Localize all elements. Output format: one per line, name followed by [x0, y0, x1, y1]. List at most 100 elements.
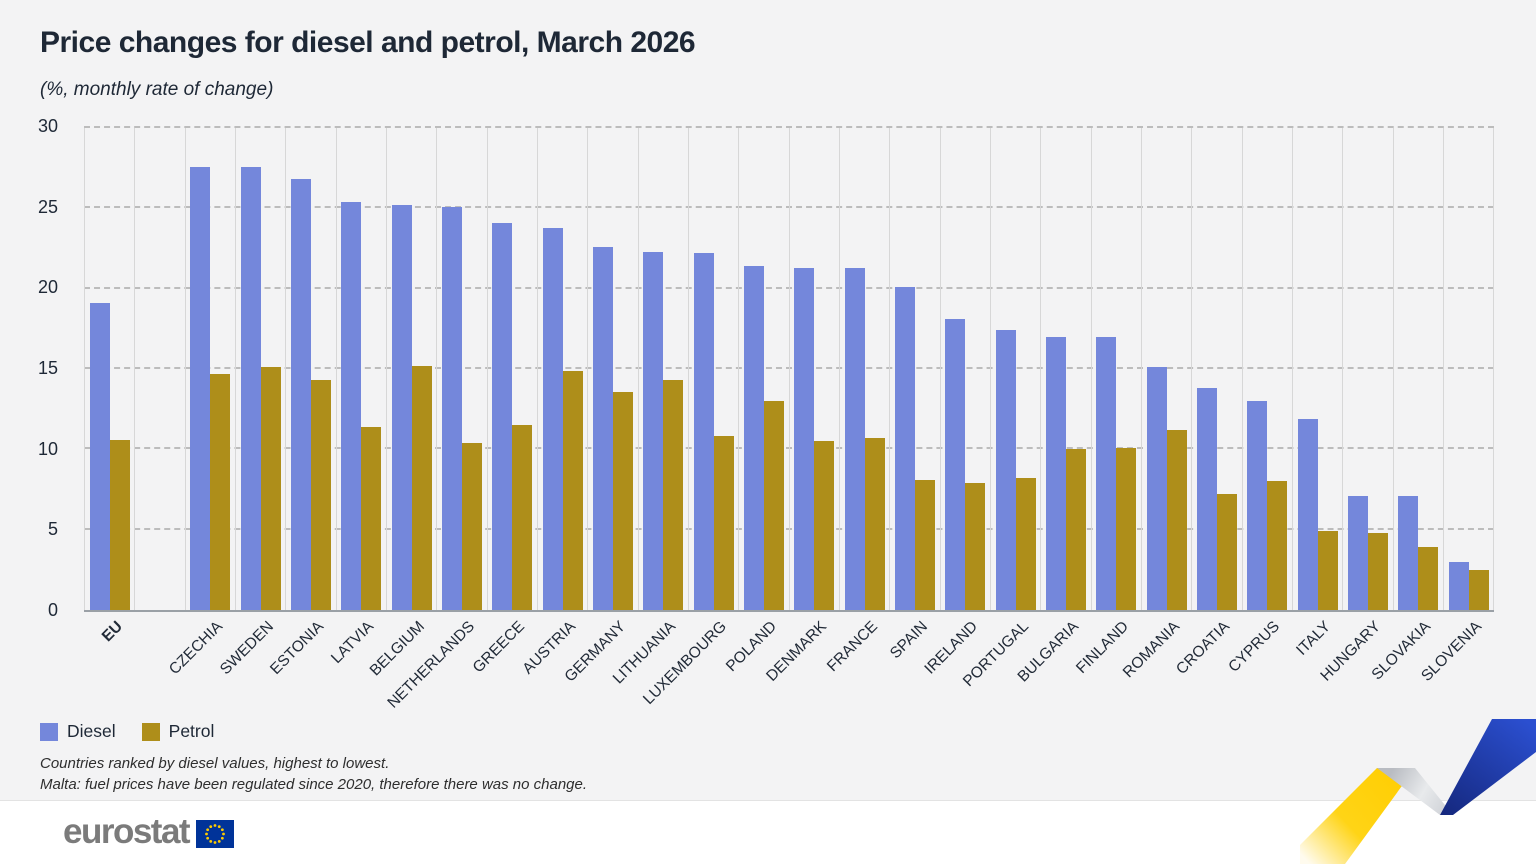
bar-columns: EU CZECHIA SWEDEN ESTONIA LATVIA BELGIUM NETHE…: [84, 128, 1494, 712]
legend-swatch-petrol: [141, 722, 160, 741]
bar-diesel-croatia: [1196, 388, 1217, 610]
legend-label-petrol: Petrol: [168, 721, 215, 741]
bar-diesel-sweden: [240, 166, 261, 610]
column-sweden: SWEDEN: [217, 128, 285, 678]
bar-petrol-ireland: [965, 483, 986, 610]
column-portugal: PORTUGAL: [959, 128, 1040, 690]
column-italy: ITALY: [1291, 128, 1342, 659]
footnotes: Countries ranked by diesel values, highe…: [40, 753, 587, 795]
legend-item-petrol: Petrol: [141, 721, 215, 742]
bar-diesel-portugal: [995, 330, 1016, 610]
bar-diesel-greece: [492, 222, 513, 610]
bar-diesel-netherlands: [441, 206, 462, 610]
eurostat-logo: eurostat: [63, 812, 235, 852]
bar-diesel-france: [844, 267, 865, 610]
bar-petrol-germany: [612, 391, 633, 610]
footer-band: eurostat: [0, 800, 1536, 864]
column-ireland: IRELAND: [922, 128, 990, 678]
bar-petrol-finland: [1116, 447, 1137, 610]
bar-petrol-estonia: [310, 380, 331, 610]
y-tick-label-15: 15: [37, 358, 58, 378]
bar-diesel-cyprus: [1247, 401, 1268, 610]
bar-diesel-slovenia: [1448, 561, 1469, 610]
bar-petrol-czechia: [210, 373, 231, 610]
column-czechia: CZECHIA: [166, 128, 235, 678]
column-greece: GREECE: [470, 128, 537, 676]
column-slovenia: SLOVENIA: [1418, 128, 1493, 685]
y-tick-label-10: 10: [37, 438, 58, 459]
bar-petrol-austria: [562, 370, 583, 610]
bar-diesel-estonia: [290, 179, 311, 610]
bar-diesel-slovakia: [1398, 495, 1419, 610]
bar-diesel-eu: [89, 303, 110, 610]
gridline-30: [84, 126, 1494, 128]
column-poland: POLAND: [723, 128, 788, 675]
eu-flag-icon: [196, 819, 235, 848]
legend-label-diesel: Diesel: [67, 721, 116, 741]
bar-petrol-denmark: [814, 441, 835, 610]
zigzag-ribbon-decoration: [1300, 719, 1536, 864]
y-tick-label-25: 25: [37, 196, 58, 217]
chart-subtitle: (%, monthly rate of change): [40, 79, 274, 100]
spacer-column: [134, 128, 184, 610]
bar-petrol-belgium: [411, 365, 432, 610]
column-estonia: ESTONIA: [267, 128, 335, 678]
bar-diesel-belgium: [391, 205, 412, 610]
bar-diesel-spain: [894, 287, 915, 610]
footnote-malta: Malta: fuel prices have been regulated s…: [40, 776, 588, 793]
bar-diesel-bulgaria: [1045, 336, 1066, 610]
legend-item-diesel: Diesel: [40, 721, 116, 742]
bar-petrol-slovenia: [1468, 569, 1489, 610]
bar-petrol-romania: [1166, 430, 1187, 610]
bar-diesel-lithuania: [643, 251, 664, 610]
bar-petrol-portugal: [1015, 478, 1036, 610]
bar-diesel-hungary: [1347, 495, 1368, 610]
column-latvia: LATVIA: [328, 128, 386, 667]
plot-area: EU CZECHIA SWEDEN ESTONIA LATVIA BELGIUM NETHE…: [84, 126, 1494, 712]
bar-petrol-netherlands: [461, 442, 482, 610]
bar-diesel-poland: [743, 266, 764, 610]
column-spain: SPAIN: [887, 128, 939, 662]
bar-diesel-italy: [1297, 418, 1318, 610]
bar-diesel-finland: [1096, 336, 1117, 610]
footnote-ranking: Countries ranked by diesel values, highe…: [40, 755, 390, 772]
column-denmark: DENMARK: [763, 128, 839, 685]
bar-diesel-denmark: [794, 267, 815, 610]
bar-diesel-ireland: [945, 319, 966, 610]
column-france: FRANCE: [824, 128, 889, 675]
legend-swatch-diesel: [40, 722, 58, 741]
column-bulgaria: BULGARIA: [1014, 128, 1090, 685]
column-croatia: CROATIA: [1173, 128, 1241, 678]
bar-diesel-germany: [592, 246, 613, 610]
chart-title: Price changes for diesel and petrol, Mar…: [40, 26, 696, 59]
column-finland: FINLAND: [1073, 128, 1141, 677]
bar-petrol-hungary: [1367, 532, 1388, 610]
y-axis: 0 5 10 15 20 25 30: [0, 116, 72, 620]
bar-petrol-slovakia: [1418, 547, 1439, 610]
bar-diesel-latvia: [341, 201, 362, 610]
y-tick-label-5: 5: [47, 519, 58, 540]
bar-petrol-luxembourg: [713, 436, 734, 610]
bar-petrol-lithuania: [663, 380, 684, 610]
eurostat-wordmark: eurostat: [63, 812, 191, 851]
column-romania: ROMANIA: [1119, 128, 1191, 681]
column-germany: GERMANY: [562, 128, 637, 685]
column-austria: AUSTRIA: [519, 128, 587, 678]
column-slovakia: SLOVAKIA: [1369, 128, 1443, 683]
bar-petrol-spain: [914, 479, 935, 610]
bar-petrol-italy: [1317, 531, 1338, 610]
bar-petrol-sweden: [260, 367, 281, 610]
x-label-eu: EU: [98, 618, 126, 646]
column-eu: EU: [84, 128, 134, 645]
bar-petrol-croatia: [1216, 494, 1237, 610]
bar-petrol-france: [864, 438, 885, 610]
y-tick-label-20: 20: [37, 277, 58, 298]
bar-petrol-poland: [763, 401, 784, 610]
column-luxembourg: LUXEMBOURG: [640, 128, 738, 708]
column-cyprus: CYPRUS: [1226, 128, 1292, 676]
y-tick-label-0: 0: [47, 600, 58, 620]
bar-petrol-cyprus: [1267, 481, 1288, 610]
bar-diesel-austria: [542, 227, 563, 610]
bar-diesel-romania: [1146, 367, 1167, 610]
